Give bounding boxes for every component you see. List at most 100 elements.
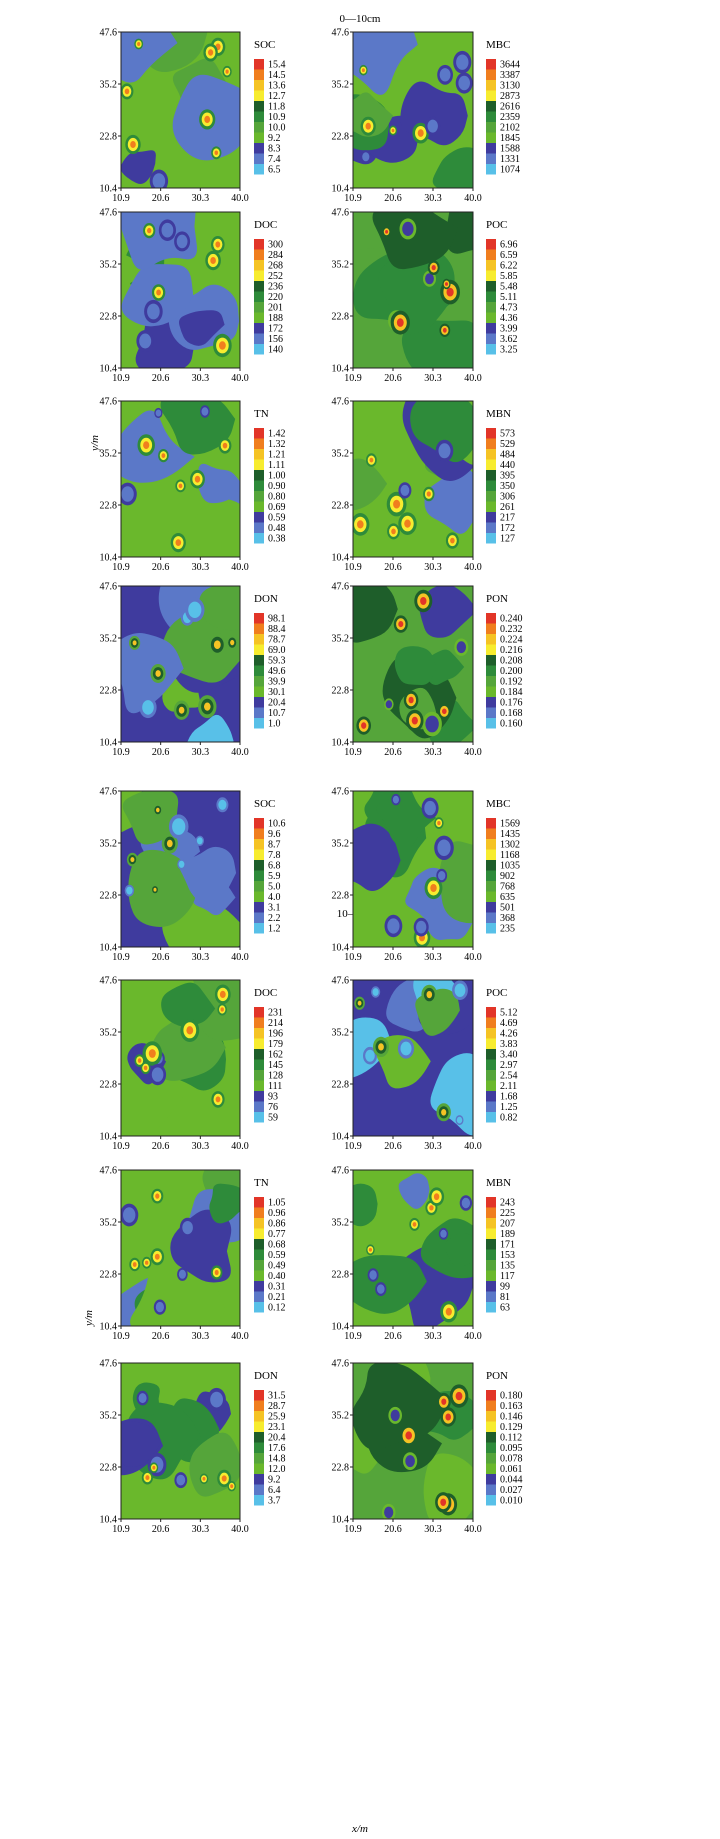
contour-hotspot xyxy=(369,457,374,463)
legend-swatch xyxy=(486,623,496,634)
legend-swatch xyxy=(254,818,264,829)
plot-frame xyxy=(352,790,474,948)
contour-hotspot xyxy=(456,54,469,70)
legend-swatch xyxy=(254,491,264,502)
contour-hotspot xyxy=(442,327,447,333)
legend-swatch xyxy=(254,1059,264,1070)
legend-swatch xyxy=(486,1390,496,1401)
legend-swatch xyxy=(254,312,264,323)
legend-swatch xyxy=(486,613,496,624)
legend-swatch xyxy=(486,923,496,934)
contour-hotspot xyxy=(132,640,137,646)
contour-region xyxy=(419,586,473,638)
legend-label: 10.6 xyxy=(268,819,286,830)
legend-label: 8.3 xyxy=(268,144,281,155)
contour-field xyxy=(353,1170,473,1326)
legend-label: 10.9 xyxy=(268,112,286,123)
legend-label: 395 xyxy=(500,471,515,482)
legend-label: 179 xyxy=(268,1039,283,1050)
legend-swatch xyxy=(486,686,496,697)
legend-label: 0.180 xyxy=(500,1391,523,1402)
color-legend: 1.421.321.211.111.000.900.800.690.590.48… xyxy=(254,428,286,545)
legend-swatch xyxy=(254,623,264,634)
y-tick-label: 47.6 xyxy=(100,787,118,798)
y-tick-label: 35.2 xyxy=(100,634,118,645)
legend-label: 88.4 xyxy=(268,624,286,635)
legend-swatch xyxy=(486,1218,496,1229)
legend-label: 153 xyxy=(500,1250,515,1261)
legend-label: 0.240 xyxy=(500,614,523,625)
legend-label: 1.2 xyxy=(268,924,281,935)
contour-field xyxy=(121,980,240,1136)
y-tick-label: 10.4 xyxy=(332,1132,350,1143)
y-tick-label: 10.4 xyxy=(100,184,118,195)
legend-label: 0.095 xyxy=(500,1443,523,1454)
x-tick-label: 10.9 xyxy=(112,952,130,963)
variable-name: DOC xyxy=(254,219,277,231)
legend-label: 6.8 xyxy=(268,861,281,872)
x-tick-label: 30.3 xyxy=(192,1524,210,1535)
contour-hotspot xyxy=(124,88,130,95)
legend-swatch xyxy=(486,1270,496,1281)
legend-label: 3.40 xyxy=(500,1050,518,1061)
legend-label: 99 xyxy=(500,1282,510,1293)
legend-swatch xyxy=(486,59,496,70)
contour-hotspot xyxy=(210,257,216,264)
contour-hotspot xyxy=(130,141,136,148)
legend-label: 31.5 xyxy=(268,1391,286,1402)
legend-swatch xyxy=(254,923,264,934)
legend-label: 0.176 xyxy=(500,698,523,709)
legend-swatch xyxy=(486,143,496,154)
legend-swatch xyxy=(486,1453,496,1464)
legend-swatch xyxy=(486,153,496,164)
legend-label: 8.7 xyxy=(268,840,281,851)
y-tick-label: 10.4 xyxy=(332,364,350,375)
legend-label: 768 xyxy=(500,882,515,893)
contour-hotspot xyxy=(204,115,211,123)
legend-swatch xyxy=(254,849,264,860)
x-tick-label: 30.3 xyxy=(192,373,210,384)
y-tick-label: 47.6 xyxy=(100,208,118,219)
legend-swatch xyxy=(486,101,496,112)
contour-region xyxy=(353,458,388,511)
x-tick-label: 20.6 xyxy=(152,193,170,204)
legend-label: 6.96 xyxy=(500,240,518,251)
y-tick-label: 47.6 xyxy=(332,208,350,219)
legend-swatch xyxy=(254,302,264,313)
contour-hotspot xyxy=(402,221,414,236)
legend-swatch xyxy=(486,449,496,460)
contour-panel: 47.635.222.810.410.9 20.6 30.3 40.0DON31.52… xyxy=(100,1359,286,1536)
legend-swatch xyxy=(486,1080,496,1091)
contour-hotspot xyxy=(426,991,433,999)
contour-hotspot xyxy=(400,1041,412,1056)
legend-swatch xyxy=(254,143,264,154)
legend-label: 63 xyxy=(500,1303,510,1314)
plot-frame xyxy=(120,211,241,369)
contour-hotspot xyxy=(208,49,214,56)
legend-swatch xyxy=(486,1302,496,1313)
legend-swatch xyxy=(486,132,496,143)
legend-swatch xyxy=(486,828,496,839)
contour-hotspot xyxy=(178,1269,186,1279)
x-tick-label: 10.9 xyxy=(112,373,130,384)
x-tick-label: 30.3 xyxy=(192,1331,210,1342)
y-tick-label: 10.4 xyxy=(332,553,350,564)
legend-swatch xyxy=(486,501,496,512)
legend-swatch xyxy=(254,870,264,881)
variable-name: MBN xyxy=(486,1177,511,1189)
legend-swatch xyxy=(486,1007,496,1018)
legend-swatch xyxy=(254,501,264,512)
y-tick-label: 47.6 xyxy=(332,1359,350,1370)
legend-swatch xyxy=(254,80,264,91)
legend-swatch xyxy=(254,522,264,533)
legend-label: 529 xyxy=(500,439,515,450)
legend-swatch xyxy=(486,438,496,449)
legend-label: 236 xyxy=(268,282,283,293)
color-legend: 0.2400.2320.2240.2160.2080.2000.1920.184… xyxy=(486,613,523,730)
legend-label: 3130 xyxy=(500,81,520,92)
legend-swatch xyxy=(254,270,264,281)
y-tick-label: 47.6 xyxy=(100,976,118,987)
contour-hotspot xyxy=(438,871,446,881)
legend-swatch xyxy=(254,249,264,260)
legend-swatch xyxy=(486,644,496,655)
